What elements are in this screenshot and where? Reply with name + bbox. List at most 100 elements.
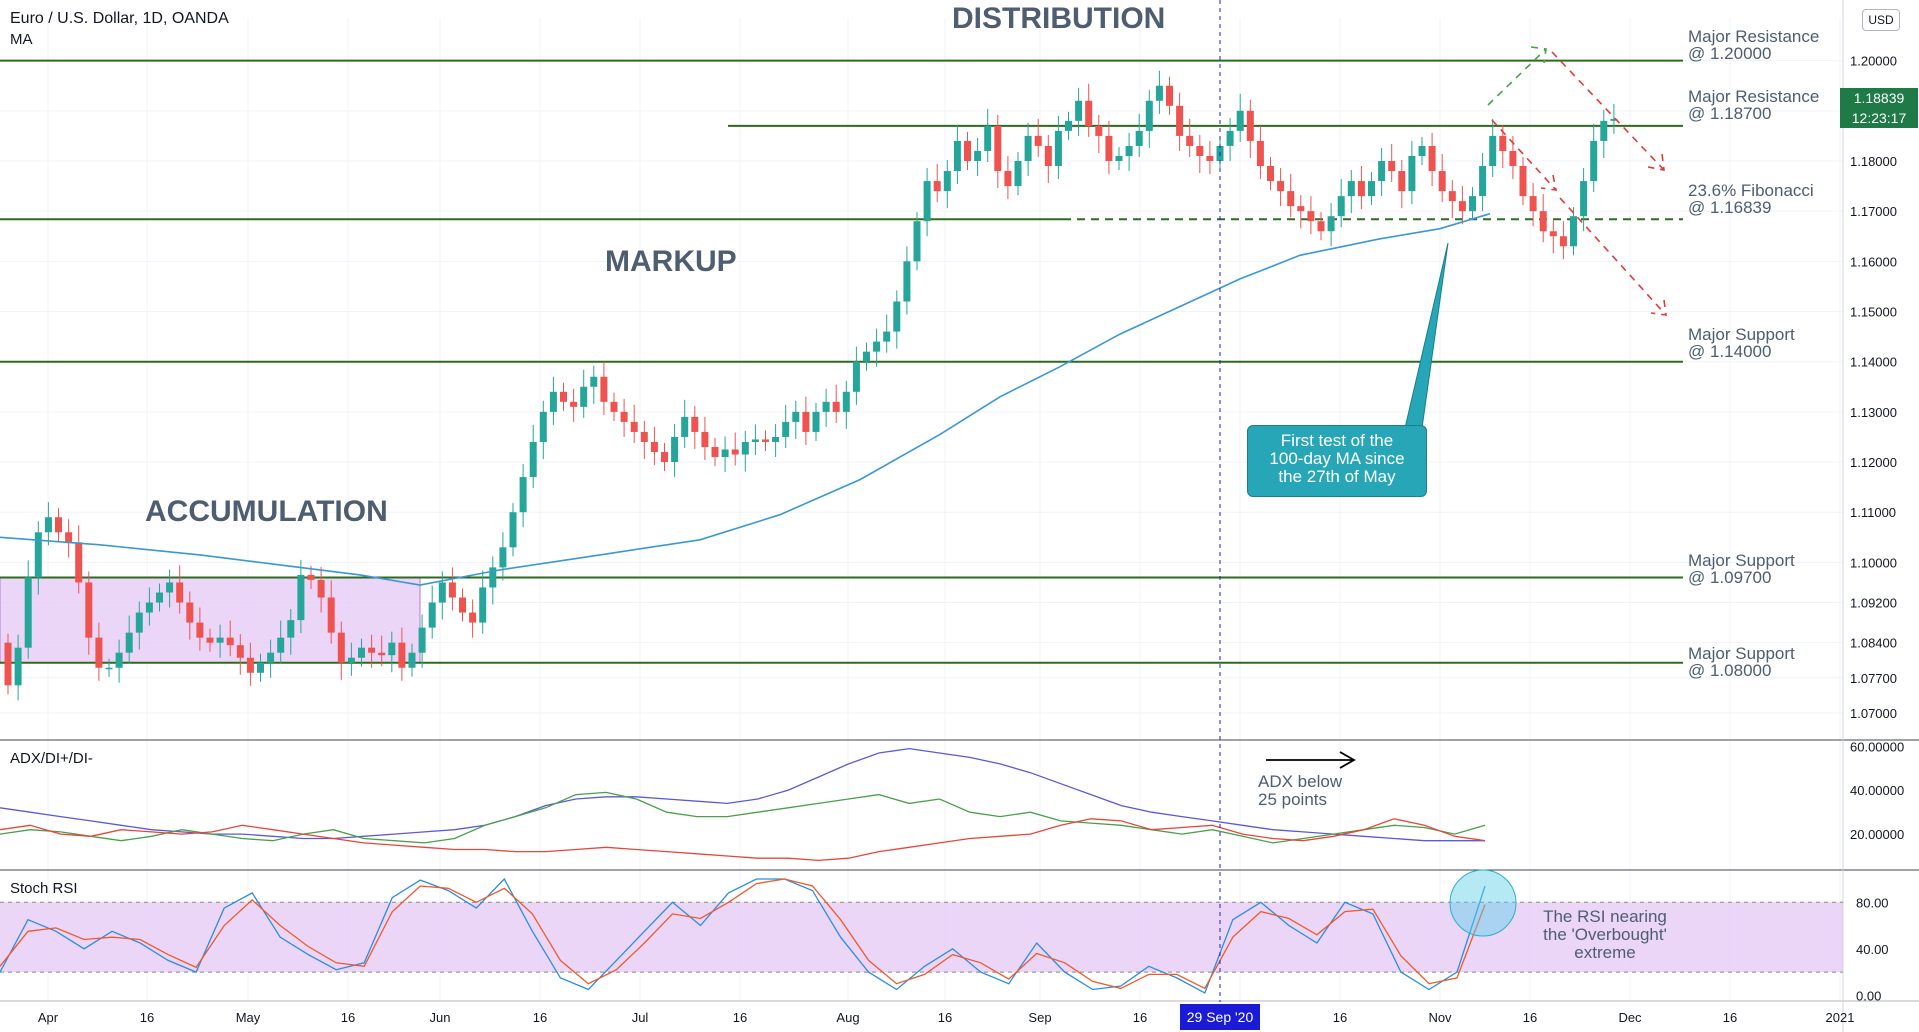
candle-body	[459, 597, 466, 613]
candle-body	[883, 331, 891, 342]
candle-body	[75, 542, 83, 583]
candle-body	[1509, 150, 1517, 167]
candle-body	[852, 361, 860, 392]
candle-body	[661, 452, 668, 463]
candle-body	[1428, 145, 1436, 172]
stoch-tick-label: 80.00	[1856, 895, 1889, 910]
candle-body	[216, 637, 224, 643]
candle-body	[1004, 171, 1012, 187]
candle-body	[1458, 201, 1466, 212]
candle-body	[519, 477, 527, 513]
candle-body	[1014, 160, 1022, 187]
x-tick-label: Jun	[430, 1010, 451, 1025]
candle-body	[812, 411, 820, 432]
candle-body	[741, 441, 749, 455]
candle-body	[1166, 85, 1173, 106]
adx-tick-label: 20.00000	[1850, 827, 1904, 842]
candle-body	[1256, 140, 1264, 167]
candle-body	[1519, 166, 1527, 197]
x-tick-label: 16	[1723, 1010, 1737, 1025]
distribution-label: DISTRIBUTION	[952, 2, 1166, 35]
axes: 1.200001.190001.180001.170001.160001.150…	[38, 54, 1904, 1025]
candle-body	[317, 579, 325, 598]
candle-body	[1196, 145, 1204, 156]
candle-body	[448, 582, 456, 598]
candle-body	[287, 620, 295, 638]
candle-body	[166, 582, 174, 593]
candle-body	[1438, 171, 1446, 192]
candle-body	[368, 647, 376, 653]
candlesticks	[4, 70, 1618, 701]
candle-body	[24, 577, 32, 648]
y-tick-label: 1.08400	[1850, 636, 1897, 651]
candle-body	[469, 612, 477, 623]
candle-body	[671, 436, 679, 463]
bearish-projection-arrow	[1491, 119, 1557, 191]
level-label-6: Major Support @ 1.08000	[1688, 644, 1795, 680]
candle-body	[438, 582, 446, 603]
candle-body	[1499, 135, 1507, 151]
candle-body	[873, 341, 881, 352]
x-tick-label: 16	[1523, 1010, 1537, 1025]
candle-body	[863, 351, 870, 362]
y-tick-label: 1.07700	[1850, 671, 1897, 686]
candle-body	[145, 602, 153, 613]
candle-body	[307, 574, 315, 580]
x-tick-label: Apr	[38, 1010, 59, 1025]
candle-body	[378, 652, 386, 656]
candle-body	[1065, 120, 1072, 131]
candle-body	[1580, 181, 1588, 217]
candle-body	[751, 439, 759, 442]
candle-body	[327, 597, 335, 633]
stoch-pane-label: Stoch RSI	[10, 880, 78, 897]
candle-body	[1297, 206, 1305, 212]
stoch-tick-label: 0.00	[1856, 988, 1881, 1003]
ma-100-line	[0, 212, 1491, 586]
candle-body	[953, 140, 961, 172]
y-tick-label: 1.13000	[1850, 405, 1897, 420]
misc-marks	[1219, 0, 1449, 1002]
x-tick-label: Jul	[632, 1010, 649, 1025]
y-tick-label: 1.15000	[1850, 305, 1897, 320]
candle-body	[762, 439, 769, 442]
candle-body	[570, 401, 578, 407]
candle-body	[398, 642, 406, 668]
x-tick-label: 16	[140, 1010, 154, 1025]
y-tick-label: 1.18000	[1850, 154, 1897, 169]
candle-body	[358, 647, 365, 658]
candle-body	[590, 376, 598, 387]
x-tick-label: Sep	[1028, 1010, 1051, 1025]
candle-body	[640, 431, 648, 442]
markup-label: MARKUP	[605, 245, 737, 278]
candle-body	[1075, 100, 1083, 121]
x-tick-label: 16	[1133, 1010, 1147, 1025]
adx-tick-label: 60.00000	[1850, 739, 1904, 754]
candle-body	[1145, 100, 1153, 131]
arrow-head	[1647, 153, 1665, 171]
x-tick-label: 16	[938, 1010, 952, 1025]
candle-body	[1368, 181, 1375, 197]
candle-body	[600, 376, 608, 402]
x-tick-label: 2021	[1826, 1010, 1855, 1025]
x-tick-label: 16	[1333, 1010, 1347, 1025]
candle-body	[1277, 181, 1285, 192]
level-label-3: 23.6% Fibonacci @ 1.16839	[1688, 181, 1814, 217]
date-marker-badge: 29 Sep '20	[1180, 1004, 1260, 1030]
candle-body	[1135, 130, 1143, 146]
adx-line	[0, 747, 1485, 842]
candle-body	[186, 602, 194, 623]
candle-body	[1095, 125, 1103, 136]
stoch-tick-label: 40.00	[1856, 942, 1889, 957]
y-tick-label: 1.11000	[1850, 505, 1896, 520]
candle-body	[95, 637, 103, 668]
candle-body	[1125, 145, 1133, 156]
candle-body	[1317, 221, 1325, 232]
x-tick-label: 16	[733, 1010, 747, 1025]
currency-button[interactable]: USD	[1862, 9, 1900, 31]
candle-body	[34, 532, 42, 578]
candle-body	[1529, 196, 1537, 212]
candle-body	[1105, 135, 1113, 161]
candle-body	[1357, 181, 1365, 197]
candle-body	[1206, 155, 1214, 161]
